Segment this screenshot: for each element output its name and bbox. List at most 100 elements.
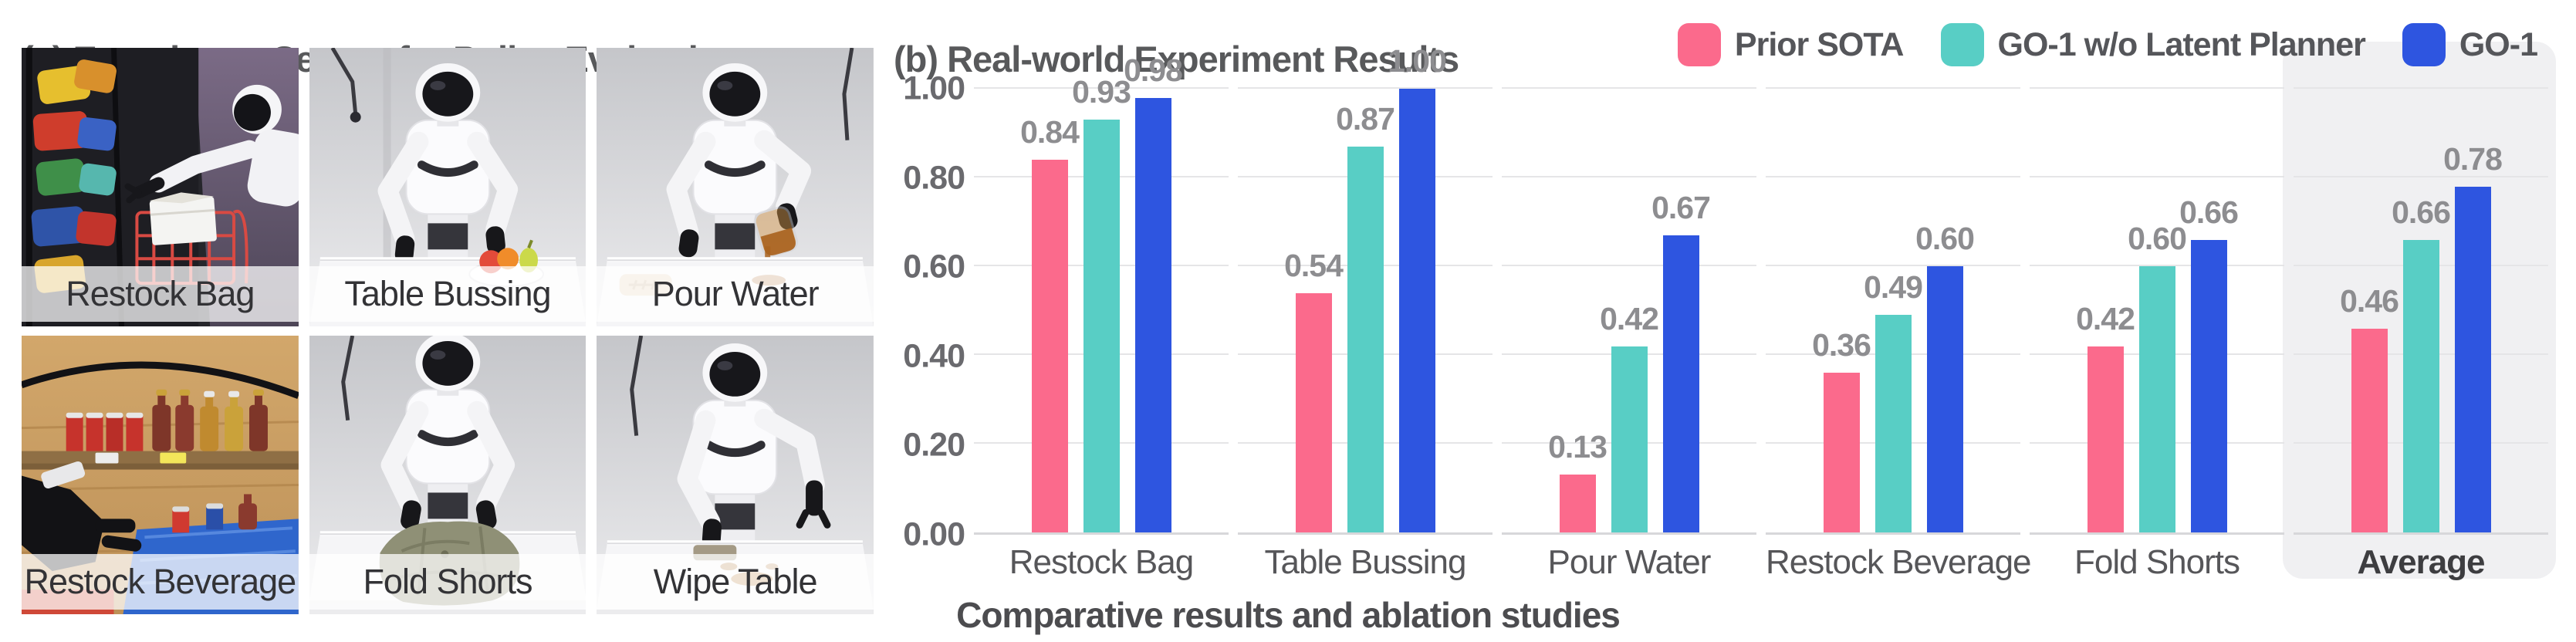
figure-caption: Comparative results and ablation studies (956, 595, 1621, 635)
bar-group-table-bussing: 0.54 0.87 1.00 (1238, 43, 1493, 532)
bar-go-1-w-o-latent-planner-fold-shorts: 0.60 (2128, 221, 2187, 532)
photo-restock-beverage: Restock Beverage (22, 336, 299, 614)
photo-label: Wipe Table (597, 554, 874, 610)
x-category-label-pour-water: Pour Water (1547, 543, 1712, 581)
x-category-label-restock-bag: Restock Bag (1009, 543, 1194, 581)
bar-go-1-restock-beverage: 0.60 (1915, 221, 1975, 532)
photo-label: Restock Bag (22, 266, 299, 322)
bar-go-1-w-o-latent-planner-average: 0.66 (2392, 194, 2451, 532)
chart-panel-fold-shorts: 0.42 0.60 0.66 Fold Shorts (2030, 87, 2284, 581)
bar-value-label: 0.36 (1812, 327, 1871, 363)
y-tick-label: 1.00 (903, 69, 965, 107)
gridline (2030, 87, 2284, 89)
y-tick-label: 0.60 (903, 248, 965, 286)
y-tick-label: 0.20 (903, 426, 965, 464)
gridline (2030, 176, 2284, 177)
bar-value-label: 0.87 (1336, 100, 1395, 137)
gridline (1766, 176, 2020, 177)
bar-prior-sota-table-bussing: 0.54 (1284, 248, 1344, 532)
bar-value-label: 0.49 (1864, 269, 1923, 306)
photo-restock-bag: Restock Bag (22, 48, 299, 326)
bar-go-1-table-bussing: 1.00 (1388, 43, 1447, 532)
legend-swatch-go1 (2402, 23, 2446, 66)
y-tick-label: 0.00 (903, 515, 965, 553)
bar-value-label: 0.67 (1651, 189, 1711, 225)
gridline (2294, 87, 2548, 89)
photo-label: Pour Water (597, 266, 874, 322)
bar-group-restock-bag: 0.84 0.93 0.98 (974, 52, 1229, 532)
x-category-label-average: Average (2357, 543, 2485, 581)
x-category-label-fold-shorts: Fold Shorts (2074, 543, 2240, 581)
chart-panel-pour-water: 0.13 0.42 0.67 Pour Water (1502, 87, 1756, 581)
photo-label: Table Bussing (309, 266, 587, 322)
gridline (1502, 87, 1756, 89)
bar-go-1-w-o-latent-planner-pour-water: 0.42 (1600, 301, 1659, 532)
legend-label: GO-1 w/o Latent Planner (1997, 25, 2366, 63)
bar-group-pour-water: 0.13 0.42 0.67 (1502, 89, 1756, 532)
chart-panel-average: 0.46 0.66 0.78 Average (2294, 87, 2548, 581)
bar-go-1-w-o-latent-planner-restock-beverage: 0.49 (1864, 269, 1923, 532)
bar-go-1-restock-bag: 0.98 (1124, 52, 1183, 532)
bar-value-label: 0.93 (1072, 74, 1131, 110)
bar-prior-sota-average: 0.46 (2340, 283, 2399, 532)
photo-label: Fold Shorts (309, 554, 587, 610)
legend-swatch-prior-sota (1677, 23, 1721, 66)
experiment-photo-grid: Restock Bag Table Bussing (22, 48, 874, 614)
bar-value-label: 0.66 (2392, 194, 2451, 230)
x-category-label-restock-beverage: Restock Beverage (1766, 543, 2032, 581)
gridline (974, 87, 1229, 89)
gridline (2294, 176, 2548, 177)
gridline (1766, 265, 2020, 266)
photo-table-bussing: Table Bussing (309, 48, 587, 326)
photo-pour-water: Pour Water (597, 48, 874, 326)
chart-panel-restock-bag: 0.84 0.93 0.98 Restock Bag (974, 52, 1229, 581)
gridline (1238, 87, 1493, 89)
bar-prior-sota-restock-beverage: 0.36 (1812, 327, 1871, 532)
legend-item-prior-sota: Prior SOTA (1677, 23, 1905, 66)
bar-value-label: 1.00 (1388, 43, 1447, 79)
bar-value-label: 0.60 (2128, 221, 2187, 256)
gridline (1502, 176, 1756, 177)
bar-value-label: 0.13 (1548, 429, 1607, 465)
y-tick-label: 0.80 (903, 159, 965, 197)
legend-item-go1: GO-1 (2402, 23, 2538, 66)
bar-go-1-w-o-latent-planner-restock-bag: 0.93 (1072, 74, 1131, 532)
photo-wipe-table: Wipe Table (597, 336, 874, 614)
bar-value-label: 0.66 (2179, 194, 2239, 230)
y-tick-label: 0.40 (903, 337, 965, 375)
bar-value-label: 0.46 (2340, 282, 2399, 319)
bar-group-fold-shorts: 0.42 0.60 0.66 (2030, 89, 2284, 532)
bar-prior-sota-restock-bag: 0.84 (1020, 114, 1080, 532)
bar-value-label: 0.60 (1915, 221, 1975, 256)
chart-panel-restock-beverage: 0.36 0.49 0.60 Restock Beverage (1766, 87, 2032, 581)
bar-group-restock-beverage: 0.36 0.49 0.60 (1766, 89, 2020, 532)
gridline (2030, 265, 2284, 266)
bar-prior-sota-pour-water: 0.13 (1548, 429, 1607, 532)
bar-prior-sota-fold-shorts: 0.42 (2076, 301, 2135, 532)
bar-go-1-pour-water: 0.67 (1651, 190, 1711, 532)
legend-label: Prior SOTA (1734, 25, 1905, 63)
bar-value-label: 0.42 (1600, 300, 1659, 336)
y-axis: 0.00 0.20 0.40 0.60 0.80 1.00 (864, 70, 965, 553)
photo-label: Restock Beverage (22, 554, 299, 610)
legend-item-go1-wo-latent-planner: GO-1 w/o Latent Planner (1940, 23, 2366, 66)
chart-panel-table-bussing: 0.54 0.87 1.00 Table Bussing (1238, 43, 1493, 581)
gridline (1766, 87, 2020, 89)
bar-go-1-fold-shorts: 0.66 (2179, 194, 2239, 532)
bar-value-label: 0.78 (2443, 140, 2503, 177)
bar-value-label: 0.54 (1284, 247, 1344, 283)
bar-group-average: 0.46 0.66 0.78 (2294, 89, 2548, 532)
bar-go-1-average: 0.78 (2443, 141, 2503, 532)
photo-fold-shorts: Fold Shorts (309, 336, 587, 614)
x-category-label-table-bussing: Table Bussing (1264, 543, 1467, 581)
bar-value-label: 0.42 (2076, 300, 2135, 336)
bar-value-label: 0.84 (1020, 114, 1080, 150)
bar-go-1-w-o-latent-planner-table-bussing: 0.87 (1336, 101, 1395, 532)
bar-value-label: 0.98 (1124, 52, 1183, 88)
bar-chart: 0.84 0.93 0.98 Restock Bag 0.54 0.87 1.00 Table… (974, 43, 2548, 581)
legend-swatch-go1-wo-latent-planner (1940, 23, 1984, 66)
gridline (1502, 265, 1756, 266)
legend-label: GO-1 (2459, 25, 2538, 63)
panel-b-title: (b) Real-world Experiment Results (894, 39, 1459, 79)
